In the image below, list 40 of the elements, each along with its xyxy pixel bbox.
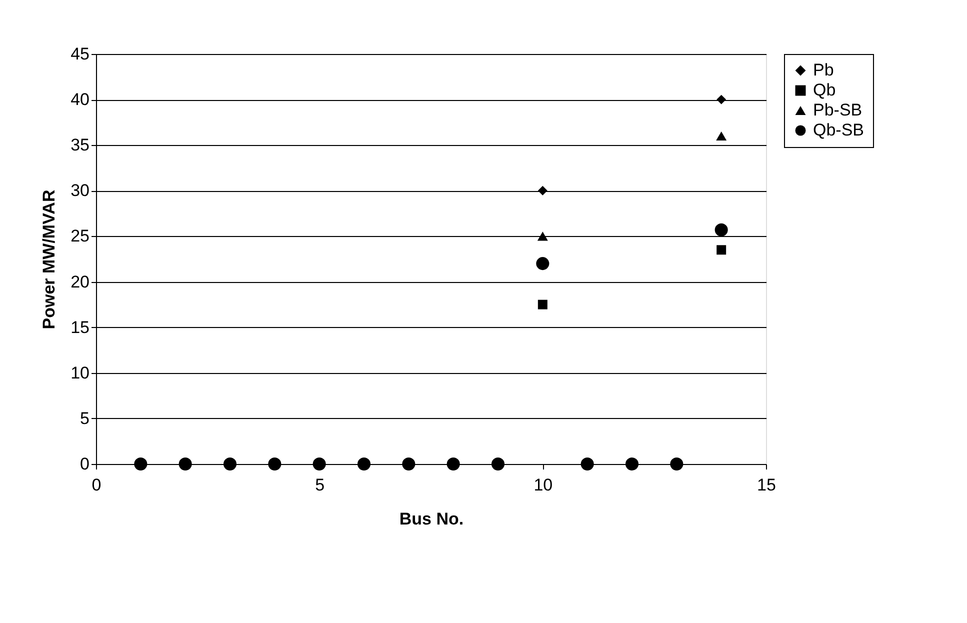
y-tick-label: 0 xyxy=(80,454,90,474)
point xyxy=(716,94,726,104)
point xyxy=(716,245,726,255)
y-tick-label: 15 xyxy=(70,318,90,337)
y-tick-label: 10 xyxy=(70,363,90,382)
point xyxy=(625,457,639,471)
x-tick-label: 0 xyxy=(92,476,102,494)
y-tick-label: 20 xyxy=(70,272,90,292)
x-tick-label: 15 xyxy=(757,476,776,494)
point xyxy=(670,457,684,471)
y-tick-label: 25 xyxy=(70,226,90,246)
point xyxy=(716,131,727,141)
point xyxy=(714,223,728,236)
x-tick-label: 5 xyxy=(315,476,325,494)
x-tick-label: 10 xyxy=(534,476,553,494)
x-axis-title: Bus No. xyxy=(399,510,464,528)
point xyxy=(537,232,548,241)
point xyxy=(223,457,237,471)
point xyxy=(580,457,594,471)
point xyxy=(357,457,371,471)
point xyxy=(312,457,326,471)
y-tick-label: 45 xyxy=(70,44,90,64)
legend-label: Pb xyxy=(813,60,834,80)
legend-label: Pb-SB xyxy=(813,100,862,120)
point xyxy=(178,457,192,471)
point xyxy=(538,300,548,310)
point xyxy=(402,457,416,471)
y-tick-label: 40 xyxy=(70,90,90,110)
point xyxy=(536,257,550,270)
legend-label: Qb-SB xyxy=(813,120,864,140)
point xyxy=(268,457,282,471)
y-tick-label: 35 xyxy=(70,136,90,155)
y-tick-label: 30 xyxy=(70,181,90,200)
point xyxy=(538,186,548,196)
point xyxy=(134,457,148,471)
point xyxy=(491,457,505,471)
y-axis-title: Power MW/MVAR xyxy=(40,190,59,330)
legend-label: Qb xyxy=(813,80,836,100)
point xyxy=(446,457,460,471)
y-tick-label: 5 xyxy=(80,408,90,428)
